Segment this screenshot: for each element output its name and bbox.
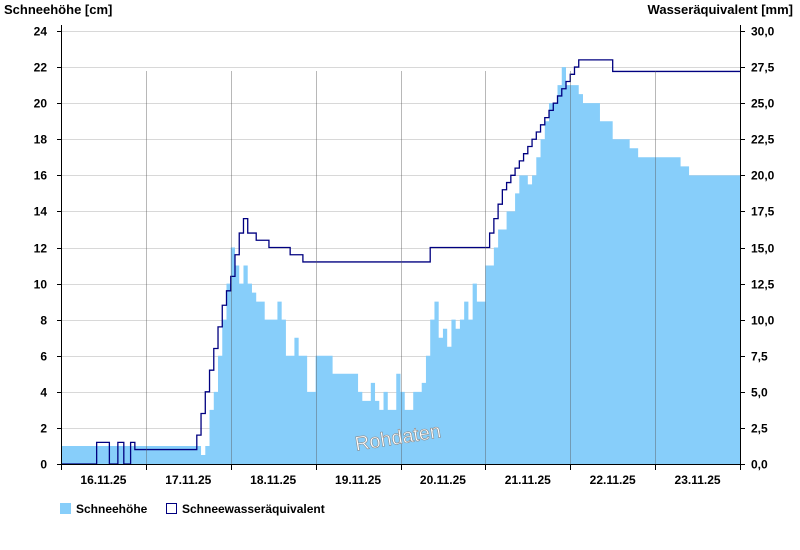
left-axis-title: Schneehöhe [cm]: [4, 2, 112, 17]
x-tick-label: 19.11.25: [335, 473, 381, 487]
right-tick-label: 20,0: [751, 169, 775, 183]
x-tick-label: 17.11.25: [165, 473, 211, 487]
left-tick-label: 14: [34, 205, 48, 219]
right-axis-title: Wasseräquivalent [mm]: [648, 2, 793, 17]
legend-label-water-equivalent: Schneewasseräquivalent: [182, 502, 325, 516]
left-tick-label: 6: [40, 350, 47, 364]
x-tick-label: 18.11.25: [250, 473, 296, 487]
snow-height-area: [61, 67, 740, 464]
water-equivalent-line: [61, 59, 740, 465]
x-tick-label: 20.11.25: [420, 473, 466, 487]
legend-swatch-snow-height: [60, 503, 71, 514]
x-tick-label: 23.11.25: [675, 473, 721, 487]
right-tick-label: 10,0: [751, 314, 775, 328]
x-tick-label: 16.11.25: [80, 473, 126, 487]
left-tick-label: 20: [34, 97, 48, 111]
legend-swatch-water-equivalent: [166, 503, 177, 514]
right-tick-label: 5,0: [751, 386, 768, 400]
right-tick-label: 17,5: [751, 205, 775, 219]
right-tick-label: 25,0: [751, 97, 775, 111]
left-tick-label: 12: [34, 242, 48, 256]
right-tick-label: 30,0: [751, 25, 775, 39]
left-tick-label: 4: [40, 386, 47, 400]
snow-height-area-layer: [61, 67, 740, 464]
right-tick-label: 27,5: [751, 61, 775, 75]
marker-lines: [146, 71, 656, 464]
left-tick-label: 24: [34, 25, 48, 39]
left-tick-label: 10: [34, 278, 48, 292]
legend: Schneehöhe Schneewasseräquivalent: [60, 502, 325, 516]
water-equivalent-line-layer: [61, 59, 740, 465]
right-axis-ticks: 0,0 2,5 5,0 7,5 10,0 12,5 15,0 17,5 20,0 22,5 25,0…: [740, 25, 775, 472]
legend-label-snow-height: Schneehöhe: [76, 502, 148, 516]
right-tick-label: 12,5: [751, 278, 775, 292]
x-tick-label: 21.11.25: [505, 473, 551, 487]
left-tick-label: 0: [40, 458, 47, 472]
right-tick-label: 0,0: [751, 458, 768, 472]
right-tick-label: 22,5: [751, 133, 775, 147]
right-tick-label: 15,0: [751, 242, 775, 256]
left-tick-label: 16: [34, 169, 48, 183]
x-axis-ticks: 16.11.25 17.11.25 18.11.25 19.11.25 20.11.25…: [61, 464, 741, 487]
right-tick-label: 2,5: [751, 422, 768, 436]
right-tick-label: 7,5: [751, 350, 768, 364]
left-tick-label: 8: [40, 314, 47, 328]
left-tick-label: 18: [34, 133, 48, 147]
left-tick-label: 2: [40, 422, 47, 436]
left-tick-label: 22: [34, 61, 48, 75]
x-tick-label: 22.11.25: [590, 473, 636, 487]
